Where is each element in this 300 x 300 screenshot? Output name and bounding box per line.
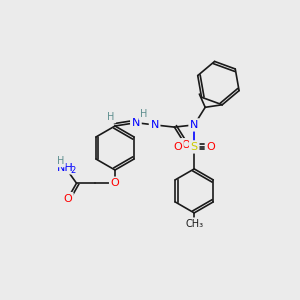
Text: O: O bbox=[206, 142, 215, 152]
FancyBboxPatch shape bbox=[189, 121, 199, 129]
Text: N: N bbox=[190, 120, 198, 130]
FancyBboxPatch shape bbox=[131, 119, 141, 127]
FancyBboxPatch shape bbox=[189, 143, 199, 151]
FancyBboxPatch shape bbox=[180, 141, 190, 149]
Text: O: O bbox=[111, 178, 119, 188]
FancyBboxPatch shape bbox=[150, 121, 160, 129]
Text: O: O bbox=[181, 140, 190, 150]
FancyBboxPatch shape bbox=[107, 113, 115, 121]
FancyBboxPatch shape bbox=[187, 221, 201, 230]
Text: H: H bbox=[140, 109, 147, 119]
FancyBboxPatch shape bbox=[63, 195, 73, 203]
Text: CH₃: CH₃ bbox=[185, 219, 203, 229]
Text: H: H bbox=[107, 112, 115, 122]
FancyBboxPatch shape bbox=[56, 157, 64, 164]
Text: N: N bbox=[132, 118, 140, 128]
Text: O: O bbox=[63, 194, 72, 204]
Text: O: O bbox=[173, 142, 182, 152]
Text: NH: NH bbox=[57, 163, 74, 173]
Text: N: N bbox=[150, 120, 159, 130]
FancyBboxPatch shape bbox=[110, 179, 120, 187]
Text: H: H bbox=[57, 156, 64, 166]
FancyBboxPatch shape bbox=[53, 163, 71, 172]
Text: S: S bbox=[190, 142, 198, 152]
FancyBboxPatch shape bbox=[173, 143, 183, 151]
FancyBboxPatch shape bbox=[140, 110, 147, 117]
FancyBboxPatch shape bbox=[206, 143, 216, 151]
Text: 2: 2 bbox=[71, 166, 76, 175]
